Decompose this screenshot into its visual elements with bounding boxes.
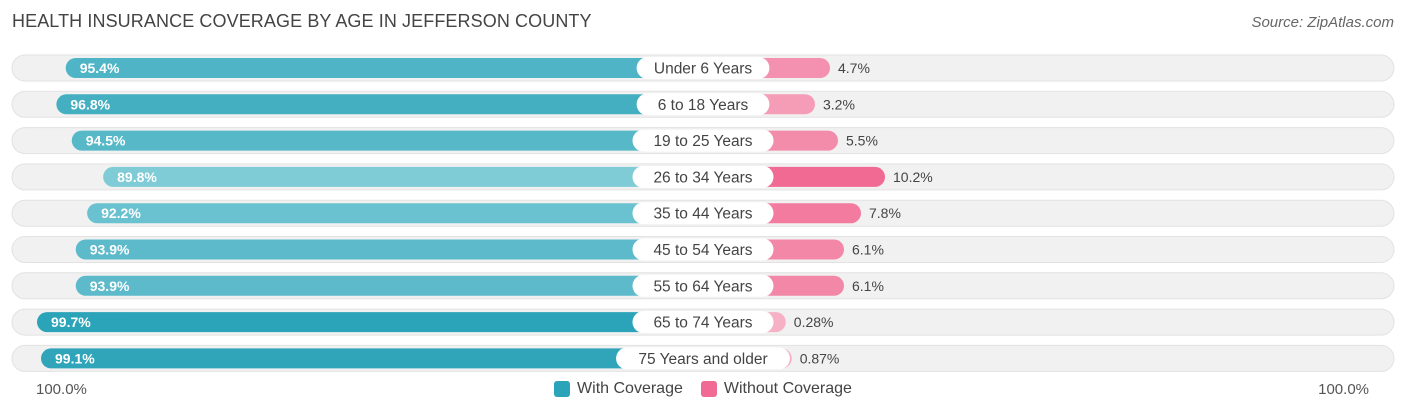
category-pill [632,165,774,188]
value-label-without-coverage: 3.2% [823,96,855,112]
value-label-with-coverage: 93.9% [90,242,130,258]
axis-right-label: 100.0% [1318,381,1369,398]
category-pill [636,57,770,79]
category-label: 19 to 25 Years [653,133,752,150]
value-label-with-coverage: 99.1% [55,350,95,366]
value-label-without-coverage: 7.8% [869,205,901,221]
bar-with-coverage [41,348,703,369]
category-pill [632,311,774,334]
category-pill [632,202,774,225]
bar-with-coverage [87,203,703,224]
legend-label-without-coverage: Without Coverage [723,380,852,397]
chart-title: HEALTH INSURANCE COVERAGE BY AGE IN JEFF… [12,11,592,31]
value-label-without-coverage: 0.87% [800,350,840,366]
value-label-with-coverage: 94.5% [86,133,126,149]
value-label-with-coverage: 93.9% [90,278,130,294]
legend-swatch-without-coverage [700,381,717,397]
value-label-with-coverage: 99.7% [51,314,91,330]
category-pill [616,347,790,370]
legend-label-with-coverage: With Coverage [577,380,683,397]
value-label-with-coverage: 96.8% [70,96,110,112]
value-label-without-coverage: 10.2% [893,169,933,185]
value-label-without-coverage: 4.7% [838,60,870,76]
value-label-without-coverage: 6.1% [852,242,884,258]
category-label: 26 to 34 Years [653,169,752,186]
bar-with-coverage [103,166,704,187]
source-credit: Source: ZipAtlas.com [1251,14,1394,31]
value-label-with-coverage: 89.8% [117,169,157,185]
category-label: 45 to 54 Years [653,242,752,259]
value-label-with-coverage: 92.2% [101,205,141,221]
legend: With Coverage Without Coverage [0,380,1406,398]
bar-with-coverage [75,275,704,296]
category-label: 55 to 64 Years [653,278,752,295]
category-label: 75 Years and older [638,351,767,368]
category-label: 65 to 74 Years [653,315,752,332]
value-label-with-coverage: 95.4% [80,60,120,76]
category-label: Under 6 Years [654,61,752,78]
value-label-without-coverage: 0.28% [794,314,834,330]
chart-plot: 95.4% 4.7% Under 6 Years 96.8% 3.2% 6 to 18 Y… [11,54,1395,372]
axis-left-label: 100.0% [36,381,87,398]
category-label: 6 to 18 Years [658,97,749,114]
bar-with-coverage [56,94,704,115]
legend-swatch-with-coverage [554,381,571,397]
category-pill [636,93,770,116]
bar-with-coverage [71,130,704,151]
bar-with-coverage [75,239,704,260]
category-pill [632,129,774,152]
legend-item-with-coverage: With Coverage [554,380,683,398]
category-pill [632,238,774,261]
legend-item-without-coverage: Without Coverage [700,380,852,398]
bar-with-coverage [65,58,703,78]
category-pill [632,274,774,297]
category-label: 35 to 44 Years [653,206,752,223]
value-label-without-coverage: 6.1% [852,278,884,294]
value-label-without-coverage: 5.5% [846,133,878,149]
bar-with-coverage [37,312,703,333]
